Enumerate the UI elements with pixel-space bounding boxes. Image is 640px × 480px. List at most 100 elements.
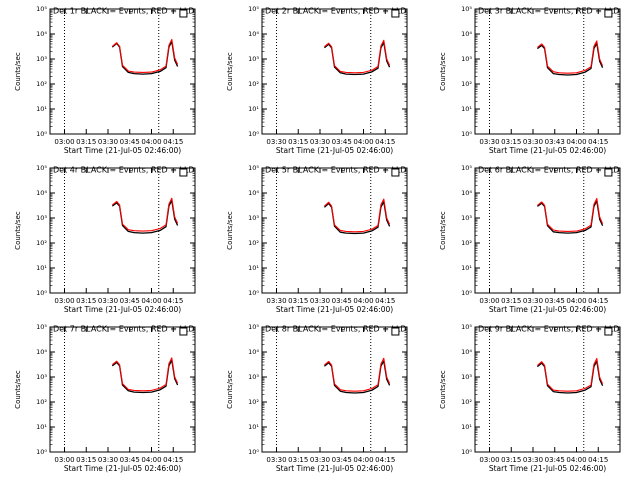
interval-box-marker (391, 327, 400, 336)
plot-frame (49, 326, 196, 453)
y-tick-label: 10⁴ (36, 189, 47, 197)
plot-frame (261, 167, 408, 294)
x-tick-label: 03:30 (310, 456, 330, 464)
y-tick-label: 10¹ (36, 423, 47, 431)
y-tick-label: 10² (36, 80, 47, 88)
plot-frame (49, 8, 196, 135)
y-tick-label: 10² (248, 80, 259, 88)
y-tick-label: 10¹ (461, 264, 472, 272)
x-tick-label: 03:15 (288, 297, 308, 305)
plot-frame (261, 8, 408, 135)
y-axis-label: Counts/sec (226, 211, 234, 250)
x-tick-label: 03:45 (120, 138, 140, 146)
panel-title: Det 3r BLACK = Events, RED = LLD (478, 7, 620, 16)
lld-series-line (111, 197, 179, 232)
y-tick-label: 10¹ (248, 264, 259, 272)
y-tick-label: 10³ (461, 373, 472, 381)
y-tick-label: 10⁵ (248, 323, 259, 331)
x-tick-label: 03:30 (310, 138, 330, 146)
y-tick-label: 10⁴ (461, 30, 472, 38)
x-tick-label: 04:15 (588, 456, 608, 464)
y-axis-label: Counts/sec (14, 211, 22, 250)
y-tick-label: 10¹ (36, 105, 47, 113)
y-tick-label: 10² (461, 239, 472, 247)
x-axis-label: Start Time (21-Jul-05 02:46:00) (64, 305, 181, 314)
x-tick-label: 03:30 (98, 138, 118, 146)
x-tick-label: 03:30 (523, 456, 543, 464)
x-tick-label: 03:15 (76, 456, 96, 464)
x-tick-label: 03:30 (98, 297, 118, 305)
plot-frame (474, 326, 621, 453)
x-tick-label: 03:00 (54, 297, 74, 305)
events-series-line (111, 40, 179, 75)
detector-panel-2: Det 2r BLACK = Events, RED = LLD Counts/s… (226, 5, 408, 155)
panel-title: Det 9r BLACK = Events, RED = LLD (478, 325, 620, 334)
x-axis-label: Start Time (21-Jul-05 02:46:00) (276, 305, 393, 314)
x-axis-label: Start Time (21-Jul-05 02:46:00) (489, 464, 606, 473)
x-tick-label: 04:15 (375, 456, 395, 464)
x-tick-label: 04:15 (375, 138, 395, 146)
x-tick-label: 04:00 (353, 138, 373, 146)
y-tick-label: 10¹ (248, 105, 259, 113)
y-tick-label: 10² (248, 398, 259, 406)
x-tick-label: 03:15 (501, 297, 521, 305)
y-tick-label: 10³ (36, 214, 47, 222)
y-tick-label: 10² (461, 398, 472, 406)
x-tick-label: 04:15 (588, 297, 608, 305)
panel-title: Det 1r BLACK = Events, RED = LLD (53, 7, 195, 16)
y-axis-label: Counts/sec (439, 52, 447, 91)
x-tick-label: 03:15 (501, 456, 521, 464)
panel-title: Det 6r BLACK = Events, RED = LLD (478, 166, 620, 175)
y-axis-label: Counts/sec (439, 211, 447, 250)
interval-box-marker (179, 168, 188, 177)
interval-box-marker (391, 9, 400, 18)
plot-frame (474, 167, 621, 294)
x-tick-label: 03:45 (120, 456, 140, 464)
y-tick-label: 10⁴ (36, 348, 47, 356)
panel-title: Det 8r BLACK = Events, RED = LLD (265, 325, 407, 334)
events-series-line (536, 360, 604, 394)
x-tick-label: 03:45 (545, 456, 565, 464)
detector-panel-6: Det 6r BLACK = Events, RED = LLD Counts/s… (439, 164, 621, 314)
x-tick-label: 04:00 (141, 456, 161, 464)
y-tick-label: 10³ (248, 373, 259, 381)
x-tick-label: 03:15 (76, 138, 96, 146)
panel-title: Det 4r BLACK = Events, RED = LLD (53, 166, 195, 175)
x-tick-label: 03:45 (120, 297, 140, 305)
lld-series-line (111, 357, 179, 392)
y-tick-label: 10¹ (248, 423, 259, 431)
interval-box-marker (179, 9, 188, 18)
detector-panel-4: Det 4r BLACK = Events, RED = LLD Counts/s… (14, 164, 196, 314)
interval-box-marker (604, 327, 613, 336)
events-series-line (537, 200, 604, 234)
lld-series-line (324, 39, 391, 74)
events-series-line (323, 360, 391, 394)
y-axis-label: Counts/sec (439, 370, 447, 409)
x-tick-label: 04:00 (566, 138, 586, 146)
y-tick-label: 10² (461, 80, 472, 88)
panel-title: Det 5r BLACK = Events, RED = LLD (265, 166, 407, 175)
x-tick-label: 03:45 (332, 138, 352, 146)
plot-frame (49, 167, 196, 294)
x-tick-label: 03:15 (288, 138, 308, 146)
lld-series-line (111, 38, 179, 73)
x-tick-label: 04:15 (375, 297, 395, 305)
y-tick-label: 10⁵ (36, 164, 47, 172)
x-axis-label: Start Time (21-Jul-05 02:46:00) (276, 464, 393, 473)
events-series-line (111, 359, 179, 394)
x-tick-label: 03:15 (501, 138, 521, 146)
x-tick-label: 04:15 (588, 138, 608, 146)
y-tick-label: 10⁵ (248, 164, 259, 172)
y-tick-label: 10⁴ (461, 348, 472, 356)
y-tick-label: 10² (36, 239, 47, 247)
x-tick-label: 03:45 (332, 297, 352, 305)
y-tick-label: 10¹ (36, 264, 47, 272)
y-tick-label: 10⁰ (36, 130, 47, 138)
y-tick-label: 10⁰ (461, 130, 472, 138)
x-tick-label: 03:30 (266, 138, 286, 146)
x-tick-label: 03:43 (545, 138, 565, 146)
plot-frame (261, 326, 408, 453)
y-tick-label: 10¹ (461, 105, 472, 113)
x-tick-label: 04:00 (566, 297, 586, 305)
